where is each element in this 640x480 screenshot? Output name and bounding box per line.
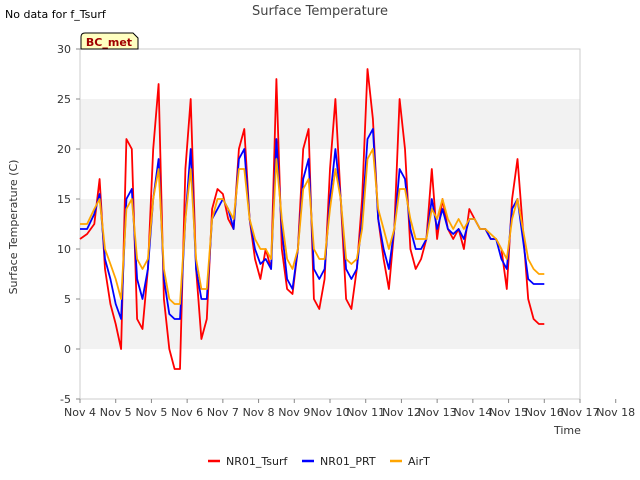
x-axis-ticks: Nov 4 Nov 5 Nov 5 Nov 6 Nov 7 Nov 8 Nov 9 Nov 1… bbox=[64, 399, 635, 419]
legend: NR01_Tsurf NR01_PRT AirT bbox=[208, 455, 430, 468]
x-tick-label: Nov 6 bbox=[171, 406, 203, 419]
x-tick-label: Nov 7 bbox=[207, 406, 239, 419]
background-band bbox=[80, 299, 580, 349]
y-tick-label: 25 bbox=[57, 93, 71, 106]
chart-title: Surface Temperature bbox=[252, 4, 388, 19]
x-tick-label: Nov 11 bbox=[346, 406, 385, 419]
x-tick-label: Nov 16 bbox=[525, 406, 564, 419]
series-line-airt bbox=[80, 148, 545, 305]
background-band bbox=[80, 349, 580, 399]
x-tick-label: Nov 18 bbox=[596, 406, 635, 419]
y-axis-label: Surface Temperature (C) bbox=[7, 160, 20, 295]
x-tick-label: Nov 9 bbox=[278, 406, 310, 419]
y-tick-label: -5 bbox=[60, 393, 71, 406]
legend-item: NR01_Tsurf bbox=[208, 455, 288, 468]
x-tick-label: Nov 12 bbox=[382, 406, 421, 419]
x-tick-label: Nov 14 bbox=[453, 406, 492, 419]
background-band bbox=[80, 49, 580, 99]
y-axis-ticks: -5 0 5 10 15 20 25 30 bbox=[57, 43, 80, 406]
x-tick-label: Nov 5 bbox=[100, 406, 132, 419]
x-tick-label: Nov 4 bbox=[64, 406, 96, 419]
y-tick-label: 5 bbox=[64, 293, 71, 306]
site-badge-label: BC_met bbox=[86, 36, 132, 49]
y-tick-label: 0 bbox=[64, 343, 71, 356]
legend-label: NR01_Tsurf bbox=[226, 455, 288, 468]
y-tick-label: 20 bbox=[57, 143, 71, 156]
x-tick-label: Nov 5 bbox=[135, 406, 167, 419]
background-band bbox=[80, 99, 580, 149]
x-tick-label: Nov 13 bbox=[418, 406, 457, 419]
legend-label: AirT bbox=[408, 455, 430, 468]
plot-background-bands bbox=[80, 49, 580, 399]
x-axis-label: Time bbox=[553, 424, 581, 437]
x-tick-label: Nov 17 bbox=[561, 406, 600, 419]
series-lines bbox=[79, 68, 545, 370]
y-tick-label: 10 bbox=[57, 243, 71, 256]
legend-item: AirT bbox=[390, 455, 430, 468]
x-tick-label: Nov 8 bbox=[243, 406, 275, 419]
legend-label: NR01_PRT bbox=[320, 455, 376, 468]
y-tick-label: 15 bbox=[57, 193, 71, 206]
x-tick-label: Nov 10 bbox=[311, 406, 350, 419]
x-tick-label: Nov 15 bbox=[489, 406, 528, 419]
site-badge: BC_met bbox=[80, 32, 139, 50]
no-data-note: No data for f_Tsurf bbox=[5, 8, 107, 21]
legend-item: NR01_PRT bbox=[302, 455, 376, 468]
y-tick-label: 30 bbox=[57, 43, 71, 56]
site-badge-box bbox=[80, 32, 139, 50]
